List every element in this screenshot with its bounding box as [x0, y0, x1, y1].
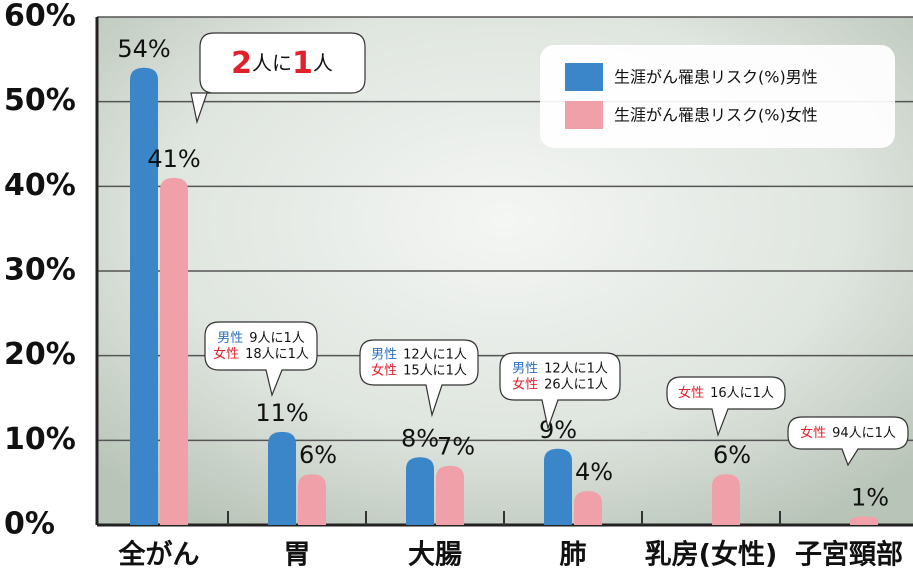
callout-bubble: [204, 321, 318, 397]
callout-part: 人: [313, 51, 333, 75]
callout-text: 女性 26人に1人: [512, 376, 608, 392]
callout-bubble: [499, 352, 621, 431]
callout-who: 女性: [678, 385, 704, 401]
callout-text: 女性 94人に1人: [800, 425, 896, 441]
bar: [268, 431, 296, 525]
callout-who: 女性: [371, 362, 397, 378]
callout-text: 女性 16人に1人: [678, 385, 774, 401]
callout-who: 女性: [512, 376, 538, 392]
bar: [436, 465, 464, 525]
x-tick-label: 子宮頸部: [795, 539, 903, 571]
bar: [574, 491, 602, 525]
callout-part: 1: [292, 46, 313, 81]
x-tick-label: 乳房(女性): [645, 539, 778, 571]
data-label: 6%: [299, 441, 337, 469]
y-tick-label: 50%: [4, 83, 76, 118]
data-label: 6%: [713, 441, 751, 469]
callout-who: 女性: [213, 346, 239, 362]
callout-who: 男性: [217, 331, 243, 346]
callout-ratio: 12人に1人: [544, 361, 608, 376]
callout-text: 女性 15人に1人: [371, 362, 467, 378]
legend-label: 生涯がん罹患リスク(%)女性: [614, 106, 818, 125]
bar: [544, 448, 572, 525]
bar: [712, 474, 740, 525]
callout-who: 女性: [800, 425, 826, 441]
callout-ratio: 15人に1人: [403, 363, 467, 378]
callout-ratio: 94人に1人: [832, 426, 896, 441]
callout-text: 男性 12人に1人: [512, 361, 608, 376]
legend-swatch: [565, 63, 603, 91]
legend-box: [540, 45, 895, 148]
callout-part: 2: [231, 46, 252, 81]
y-tick-label: 0%: [4, 507, 55, 542]
bar: [130, 67, 158, 526]
callout-ratio: 18人に1人: [245, 347, 309, 362]
data-label: 54%: [117, 35, 170, 63]
x-tick-label: 大腸: [408, 540, 462, 571]
callout-text: 男性 9人に1人: [217, 331, 305, 346]
y-tick-label: 30%: [4, 253, 76, 288]
bar: [406, 457, 434, 525]
y-tick-label: 20%: [4, 337, 76, 372]
callout-who: 男性: [371, 347, 397, 362]
x-tick-label: 肺: [560, 540, 587, 571]
bar: [298, 474, 326, 525]
callout-bubble: [666, 376, 786, 438]
callout-ratio: 16人に1人: [710, 386, 774, 401]
y-tick-label: 40%: [4, 168, 76, 203]
callout-ratio: 12人に1人: [403, 347, 467, 362]
data-label: 4%: [575, 458, 613, 486]
data-label: 7%: [437, 433, 475, 461]
legend-label: 生涯がん罹患リスク(%)男性: [614, 68, 818, 87]
callout-part: 人に: [252, 51, 292, 75]
x-tick-label: 全がん: [118, 539, 200, 571]
callout-bubble: [359, 339, 479, 418]
callout-bubble: [190, 32, 366, 125]
data-label: 1%: [851, 484, 889, 512]
y-tick-label: 10%: [4, 422, 76, 457]
x-tick-label: 胃: [284, 540, 311, 571]
data-label: 8%: [401, 424, 439, 452]
callout-bubble: [787, 416, 909, 467]
y-tick-label: 60%: [4, 0, 76, 34]
data-label: 9%: [539, 416, 577, 444]
bar: [850, 516, 878, 525]
data-label: 41%: [147, 145, 200, 173]
bar: [160, 177, 188, 525]
callout-ratio: 9人に1人: [249, 331, 305, 346]
callout-text: 男性 12人に1人: [371, 347, 467, 362]
callout-text: 2人に1人: [231, 46, 333, 81]
callout-text: 女性 18人に1人: [213, 346, 309, 362]
data-label: 11%: [255, 399, 308, 427]
callout-who: 男性: [512, 361, 538, 376]
callout-ratio: 26人に1人: [544, 377, 608, 392]
legend-swatch: [565, 101, 603, 129]
